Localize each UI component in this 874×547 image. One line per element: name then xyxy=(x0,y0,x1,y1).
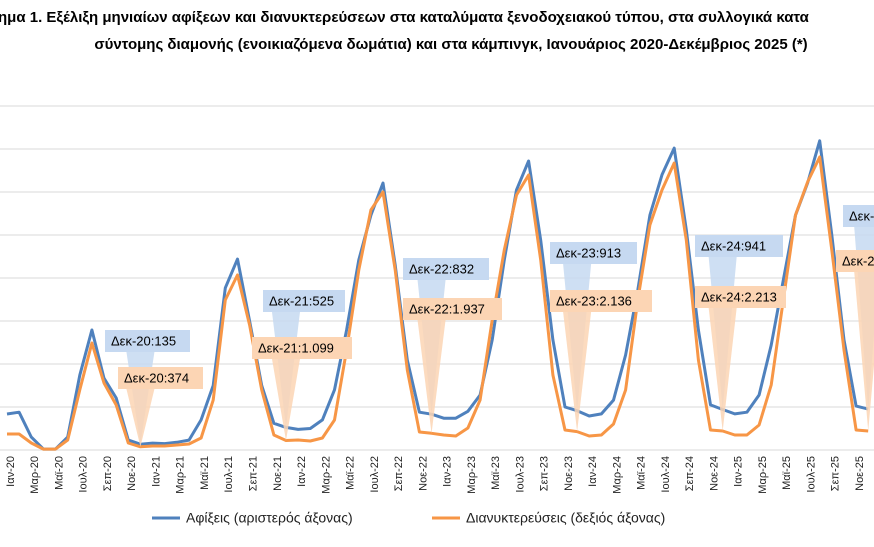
x-tick-label: Μαρ-24 xyxy=(611,456,623,494)
callout-label: Δεκ-20:374 xyxy=(124,370,189,385)
callout-pointer xyxy=(126,389,155,447)
x-tick-label: Νοε-22 xyxy=(417,456,429,491)
x-tick-label: Νοε-20 xyxy=(126,456,138,491)
callout-box xyxy=(403,258,489,280)
x-tick-label: Νοε-25 xyxy=(854,456,866,491)
callout-box xyxy=(550,242,637,264)
x-tick-label: Ιαν-20 xyxy=(5,456,17,487)
callout: Δεκ-23:2.136 xyxy=(550,290,652,432)
callout-label: Δεκ-22:832 xyxy=(409,261,474,276)
x-tick-label: Ιαν-21 xyxy=(150,456,162,487)
x-tick-label: Μαϊ-25 xyxy=(781,456,793,490)
callout: Δεκ-21:1.099 xyxy=(252,337,352,441)
legend-label: Αφίξεις (αριστερός άξονας) xyxy=(186,510,353,526)
x-tick-label: Σεπ-20 xyxy=(102,456,114,491)
x-tick-label: Νοε-24 xyxy=(708,456,720,491)
callout: Δεκ-22:1.937 xyxy=(403,298,502,434)
x-tick-label: Μαϊ-24 xyxy=(636,456,648,490)
x-tick-label: Μαϊ-22 xyxy=(345,456,357,490)
x-tick-label: Μαϊ-23 xyxy=(490,456,502,490)
chart-title: ημα 1. Εξέλιξη μηνιαίων αφίξεων και διαν… xyxy=(0,9,810,26)
x-tick-label: Νοε-21 xyxy=(272,456,284,491)
x-tick-label: Ιαν-24 xyxy=(587,456,599,487)
callout-pointer xyxy=(708,308,737,431)
callout-box xyxy=(836,250,874,272)
x-tick-label: Σεπ-22 xyxy=(393,456,405,491)
x-tick-label: Ιουλ-24 xyxy=(660,456,672,493)
callout-box xyxy=(263,290,345,312)
callout-box xyxy=(252,337,352,359)
callout-pointer xyxy=(271,359,300,441)
callout-label: Δεκ-21:1.099 xyxy=(258,340,334,355)
x-tick-label: Σεπ-24 xyxy=(684,456,696,491)
callout-pointer xyxy=(563,312,592,432)
x-tick-label: Σεπ-21 xyxy=(248,456,260,491)
x-tick-label: Μαϊ-20 xyxy=(53,456,65,490)
x-tick-label: Ιουλ-21 xyxy=(223,456,235,493)
callout: Δεκ-2 xyxy=(836,250,874,431)
callout-label: Δεκ-20:135 xyxy=(111,333,176,348)
x-tick-label: Μαρ-23 xyxy=(466,456,478,494)
x-tick-label: Ιαν-22 xyxy=(296,456,308,487)
callout: Δεκ-23:913 xyxy=(550,242,637,411)
callout-label: Δεκ-24:941 xyxy=(701,238,766,253)
x-tick-label: Μαρ-20 xyxy=(29,456,41,494)
callout-box xyxy=(843,205,874,227)
callout-pointer xyxy=(854,272,874,431)
callout-label: Δεκ-2 xyxy=(842,253,874,268)
callout-box xyxy=(105,330,190,352)
callout-label: Δεκ-22:1.937 xyxy=(409,301,485,316)
callout-box xyxy=(550,290,652,312)
x-tick-label: Μαρ-25 xyxy=(757,456,769,494)
callout: Δεκ-24:2.213 xyxy=(695,286,786,431)
x-tick-label: Ιουλ-20 xyxy=(78,456,90,493)
callout-box xyxy=(118,367,203,389)
x-tick-label: Σεπ-25 xyxy=(830,456,842,491)
x-tick-label: Σεπ-23 xyxy=(539,456,551,491)
callout-label: Δεκ-21:525 xyxy=(269,293,334,308)
callout-box xyxy=(695,286,786,308)
chart-title: σύντομης διαμονής (ενοικιαζόμενα δωμάτια… xyxy=(94,36,807,53)
callout: Δεκ-20:374 xyxy=(118,367,203,447)
callout-label: Δεκ-23:913 xyxy=(556,245,621,260)
x-tick-label: Μαρ-21 xyxy=(175,456,187,494)
callout-label: Δεκ-2 xyxy=(849,208,874,223)
x-tick-label: Μαρ-22 xyxy=(320,456,332,494)
callout-label: Δεκ-24:2.213 xyxy=(701,289,777,304)
x-tick-label: Ιουλ-23 xyxy=(514,456,526,493)
x-tick-label: Ιαν-23 xyxy=(442,456,454,487)
callout-box xyxy=(403,298,502,320)
legend-label: Διανυκτερεύσεις (δεξιός άξονας) xyxy=(466,510,665,526)
x-tick-label: Ιαν-25 xyxy=(733,456,745,487)
callout-box xyxy=(695,235,783,257)
x-tick-label: Ιουλ-22 xyxy=(369,456,381,493)
x-tick-label: Ιουλ-25 xyxy=(805,456,817,493)
callout-pointer xyxy=(417,320,446,434)
series-line xyxy=(7,155,869,451)
x-tick-label: Νοε-23 xyxy=(563,456,575,491)
x-tick-label: Μαϊ-21 xyxy=(199,456,211,490)
callout-label: Δεκ-23:2.136 xyxy=(556,293,632,308)
